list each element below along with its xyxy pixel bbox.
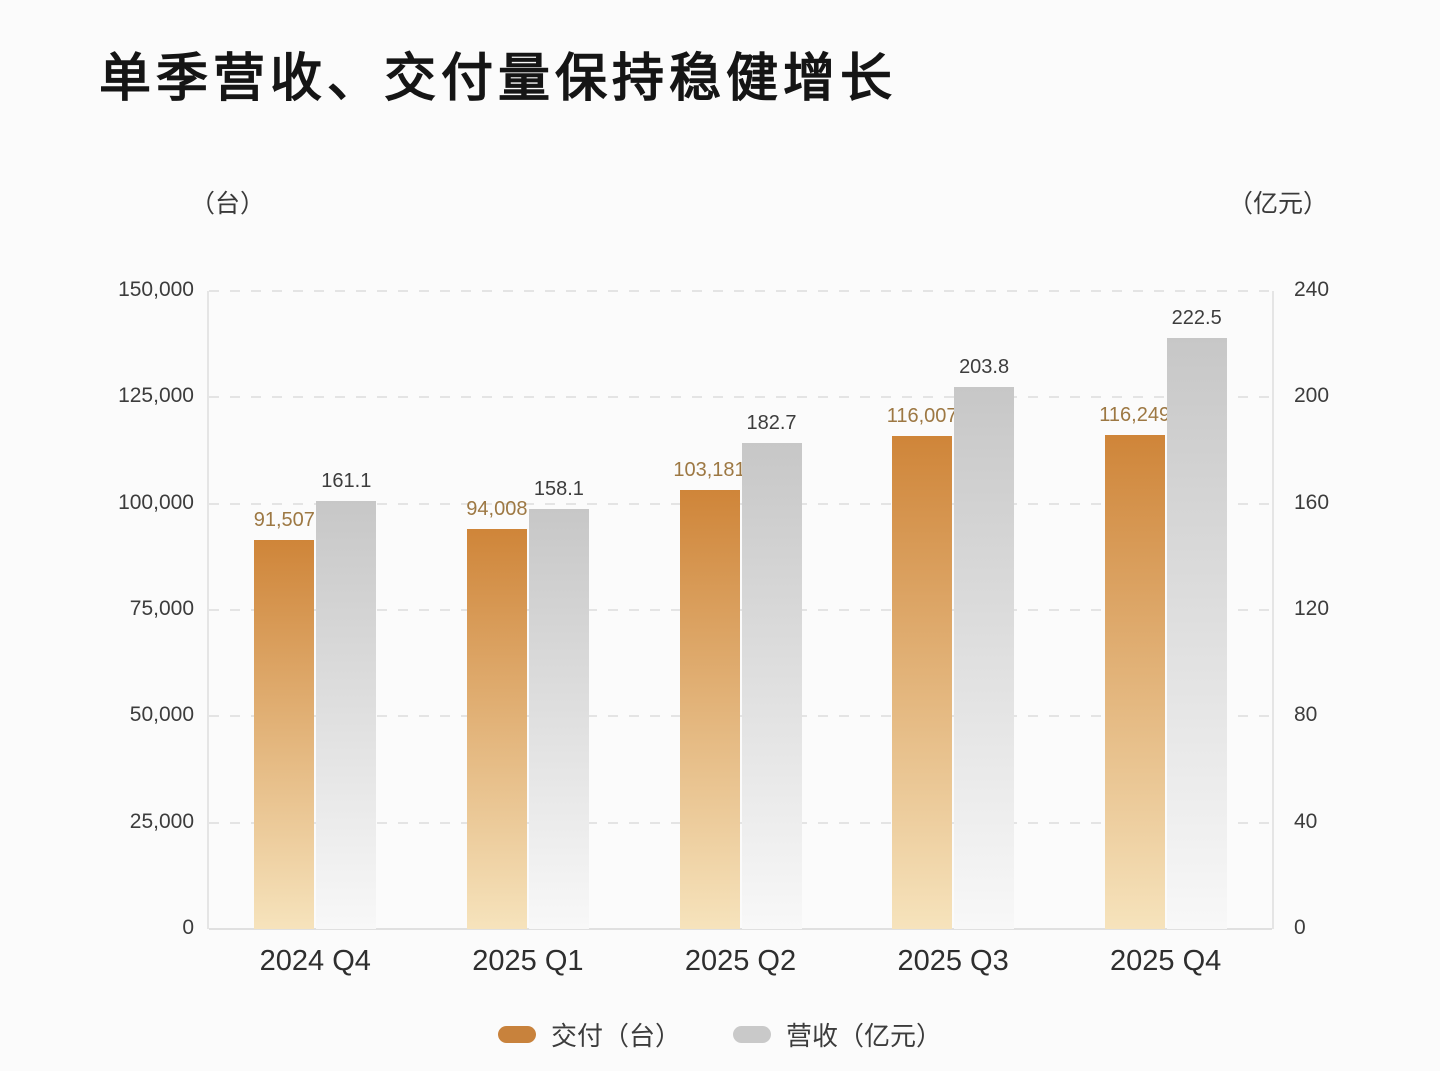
revenue-bar: [528, 508, 589, 929]
revenue-value-label: 158.1: [533, 477, 584, 500]
delivery-value-label: 94,008: [466, 498, 528, 521]
y-axis-tick-right: 200: [1294, 384, 1330, 408]
delivery-value-label: 116,249: [1099, 403, 1171, 426]
x-axis-baseline: [209, 928, 1272, 930]
y-axis-tick-right: 120: [1294, 597, 1330, 620]
revenue-value-label: 182.7: [746, 412, 797, 435]
y-axis-tick-left: 125,000: [118, 384, 194, 408]
y-axis-tick-left: 0: [182, 916, 194, 939]
y-axis-tick-left: 100,000: [118, 490, 194, 514]
gridline: [209, 821, 1272, 824]
y-axis-tick-right: 80: [1294, 703, 1318, 727]
revenue-value-label: 222.5: [1171, 306, 1222, 329]
revenue-bar: [316, 500, 377, 929]
revenue-bar: [954, 387, 1015, 929]
legend-item-delivery: 交付（台）: [497, 1016, 681, 1053]
gridline: [209, 609, 1272, 611]
delivery-bar: [254, 539, 315, 929]
y-axis-tick-left: 150,000: [118, 278, 194, 301]
delivery-bar: [1104, 434, 1165, 929]
chart-area: 150,000 240 125,000 200 100,000 160 75,000 120 5…: [118, 278, 1329, 977]
revenue-value-label: 161.1: [321, 469, 372, 492]
x-axis-category-label: 2025 Q4: [1110, 945, 1222, 977]
gridline: [209, 396, 1272, 399]
chart-legend: 交付（台） 营收（亿元）: [0, 1016, 1440, 1053]
y-axis-tick-left: 50,000: [129, 703, 194, 727]
delivery-value-label: 103,181: [673, 459, 746, 482]
legend-item-revenue: 营收（亿元）: [733, 1016, 942, 1053]
x-axis-category-label: 2025 Q2: [684, 945, 797, 977]
right-axis-unit-label: （亿元）: [1228, 190, 1329, 218]
y-axis-tick-left: 25,000: [129, 809, 194, 833]
revenue-legend-swatch: [733, 1026, 771, 1043]
delivery-legend-label: 交付（台）: [550, 1021, 681, 1051]
x-axis-category-label: 2024 Q4: [259, 945, 371, 977]
page-title: 单季营收、交付量保持稳健增长: [99, 50, 898, 108]
delivery-bar: [679, 490, 740, 929]
left-axis-unit-label: （台）: [190, 190, 266, 218]
delivery-bar: [466, 529, 527, 929]
x-axis-category-label: 2025 Q1: [472, 945, 584, 977]
delivery-value-label: 91,507: [253, 508, 315, 531]
y-axis-tick-right: 160: [1294, 490, 1330, 514]
gridline: [209, 502, 1272, 505]
x-axis-category-label: 2025 Q3: [897, 945, 1009, 977]
delivery-value-label: 116,007: [886, 404, 958, 427]
revenue-value-label: 203.8: [959, 356, 1010, 379]
delivery-bar: [892, 435, 953, 929]
gridline: [209, 290, 1272, 292]
revenue-bar: [741, 443, 802, 929]
gridline: [209, 715, 1272, 718]
y-axis-tick-right: 40: [1294, 809, 1318, 833]
revenue-legend-label: 营收（亿元）: [786, 1021, 943, 1051]
delivery-legend-swatch: [497, 1026, 536, 1043]
y-axis-tick-right: 240: [1294, 278, 1330, 301]
revenue-bar: [1166, 337, 1227, 929]
y-axis-tick-right: 0: [1294, 916, 1306, 939]
y-axis-tick-left: 75,000: [129, 597, 194, 620]
